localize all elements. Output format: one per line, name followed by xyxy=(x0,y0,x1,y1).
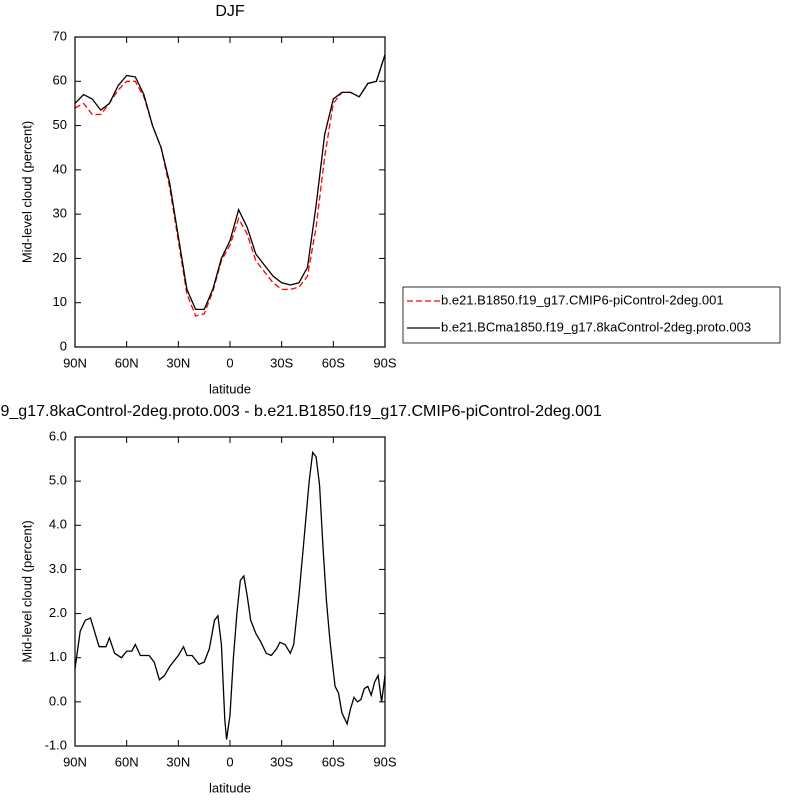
legend-label: b.e21.BCma1850.f19_g17.8kaControl-2deg.p… xyxy=(441,319,751,334)
legend-box xyxy=(402,286,781,344)
y-tick-label: 2.0 xyxy=(49,605,67,620)
chart-title: DJF xyxy=(215,3,245,20)
x-tick-label: 30S xyxy=(270,355,293,370)
y-tick-label: 10 xyxy=(53,294,67,309)
y-tick-label: 3.0 xyxy=(49,561,67,576)
y-tick-label: 0.0 xyxy=(49,693,67,708)
x-tick-label: 60N xyxy=(115,754,139,769)
x-axis-label: latitude xyxy=(209,381,251,396)
plot-frame xyxy=(74,36,386,348)
y-tick-label: 0 xyxy=(60,338,67,353)
x-tick-label: 60S xyxy=(322,355,345,370)
x-tick-label: 90S xyxy=(373,754,396,769)
y-axis-label: Mid-level cloud (percent) xyxy=(19,121,34,263)
y-tick-label: 70 xyxy=(53,28,67,43)
y-axis-label: Mid-level cloud (percent) xyxy=(19,520,34,662)
x-tick-label: 90N xyxy=(63,355,87,370)
data-line xyxy=(74,54,386,317)
y-tick-label: -1.0 xyxy=(45,737,67,752)
x-tick-label: 0 xyxy=(226,754,233,769)
x-tick-label: 60N xyxy=(115,355,139,370)
x-axis-label: latitude xyxy=(209,780,251,795)
x-tick-label: 30S xyxy=(270,754,293,769)
y-tick-label: 60 xyxy=(53,73,67,88)
legend-label: b.e21.B1850.f19_g17.CMIP6-piControl-2deg… xyxy=(441,292,724,307)
y-tick-label: 6.0 xyxy=(49,428,67,443)
x-tick-label: 90N xyxy=(63,754,87,769)
x-tick-label: 30N xyxy=(166,754,190,769)
y-tick-label: 20 xyxy=(53,250,67,265)
x-tick-label: 0 xyxy=(226,355,233,370)
x-tick-label: 60S xyxy=(322,754,345,769)
chart-title: b.e21.BCma1850.f19_g17.8kaControl-2deg.p… xyxy=(0,403,602,420)
y-tick-label: 50 xyxy=(53,117,67,132)
x-tick-label: 30N xyxy=(166,355,190,370)
y-tick-label: 30 xyxy=(53,206,67,221)
y-tick-label: 5.0 xyxy=(49,473,67,488)
y-tick-label: 4.0 xyxy=(49,517,67,532)
x-tick-label: 90S xyxy=(373,355,396,370)
data-line xyxy=(74,54,386,311)
data-line xyxy=(74,450,386,740)
y-tick-label: 1.0 xyxy=(49,649,67,664)
plot-frame xyxy=(74,436,386,747)
y-tick-label: 40 xyxy=(53,161,67,176)
